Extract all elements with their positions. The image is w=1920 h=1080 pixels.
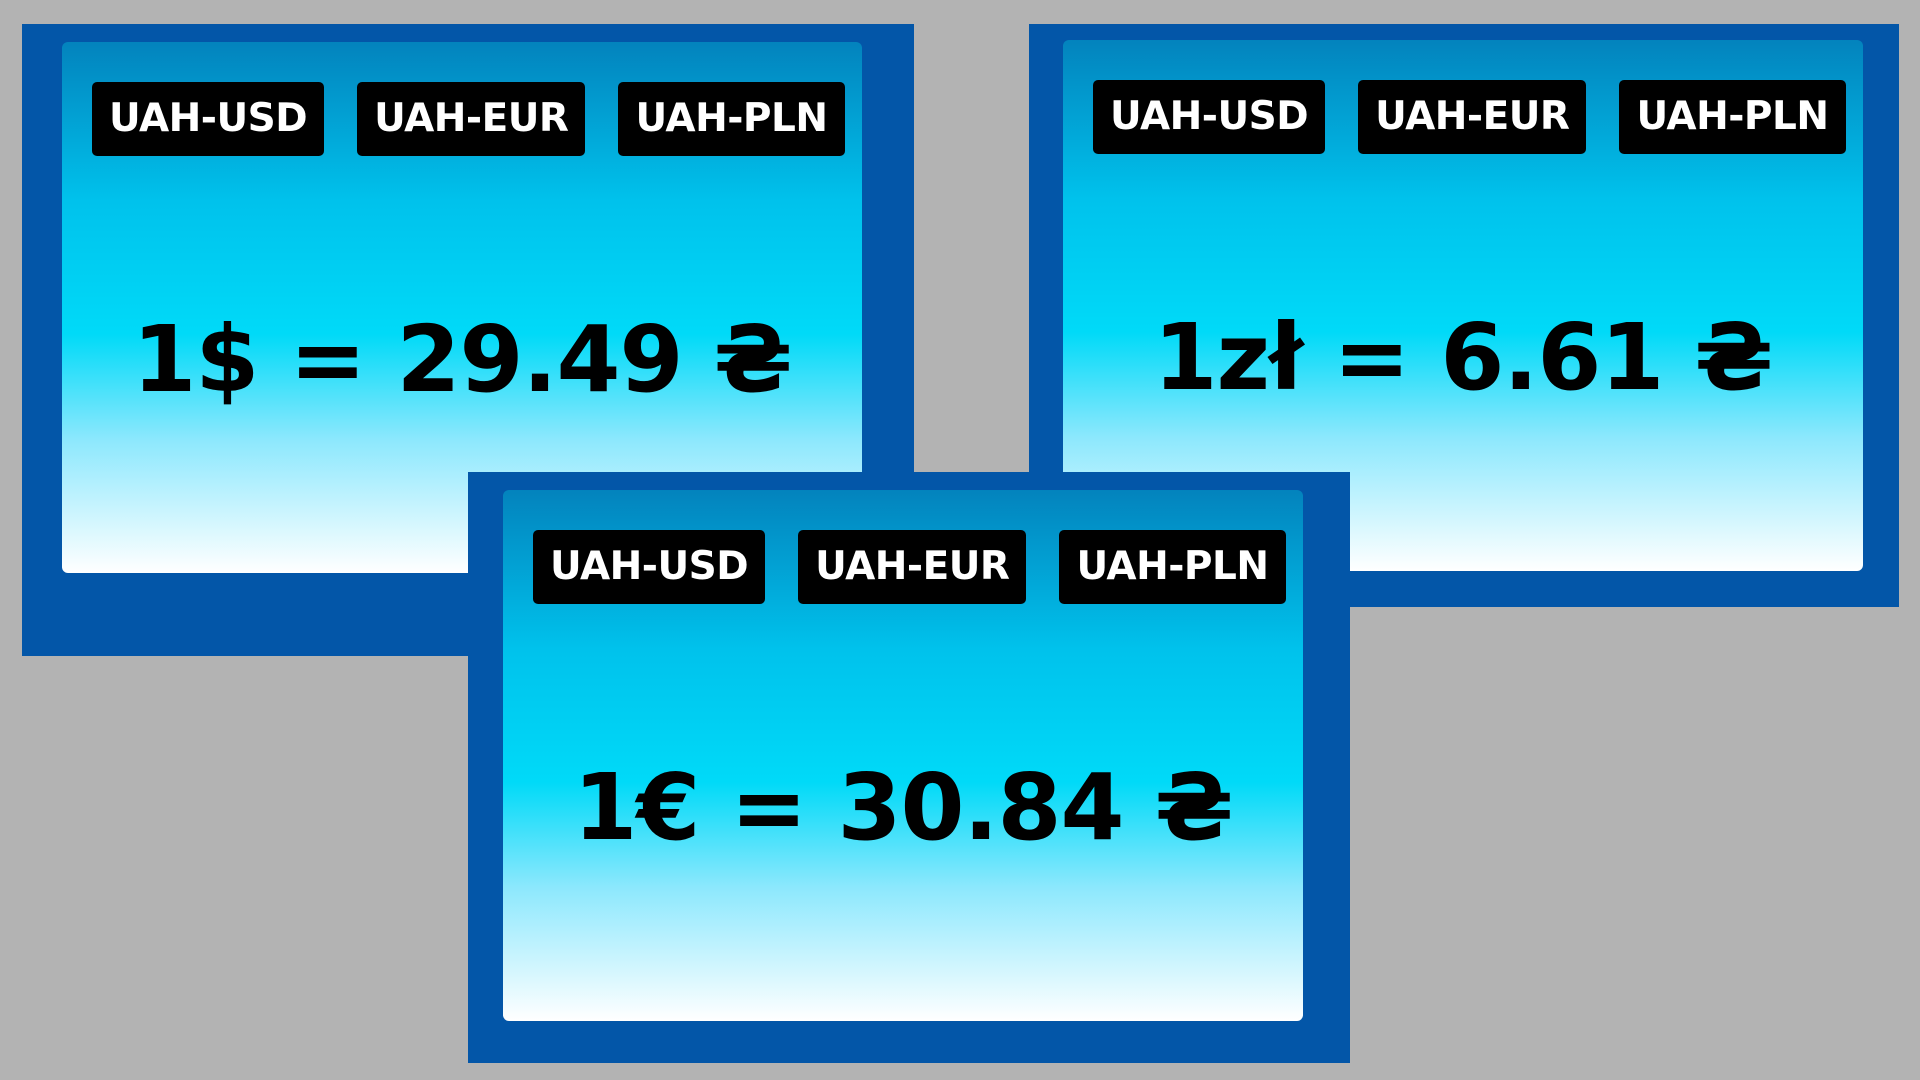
tab-uah-eur[interactable]: UAH-EUR <box>798 530 1027 604</box>
exchange-rate-text: 1€ = 30.84 ₴ <box>573 754 1233 861</box>
exchange-rate-text: 1zł = 6.61 ₴ <box>1153 304 1774 411</box>
tab-uah-usd[interactable]: UAH-USD <box>533 530 766 604</box>
tab-uah-pln[interactable]: UAH-PLN <box>618 82 845 156</box>
exchange-rate-text: 1$ = 29.49 ₴ <box>132 306 792 413</box>
currency-tabs: UAH-USD UAH-EUR UAH-PLN <box>533 530 1286 604</box>
widget-screen: UAH-USD UAH-EUR UAH-PLN 1€ = 30.84 ₴ <box>503 490 1303 1021</box>
currency-tabs: UAH-USD UAH-EUR UAH-PLN <box>1093 80 1846 154</box>
tab-uah-eur[interactable]: UAH-EUR <box>357 82 586 156</box>
tab-uah-eur[interactable]: UAH-EUR <box>1358 80 1587 154</box>
widget-screen: UAH-USD UAH-EUR UAH-PLN 1$ = 29.49 ₴ <box>62 42 862 573</box>
currency-widget-usd: UAH-USD UAH-EUR UAH-PLN 1$ = 29.49 ₴ <box>22 24 914 656</box>
currency-widget-pln: UAH-USD UAH-EUR UAH-PLN 1zł = 6.61 ₴ <box>1029 24 1899 607</box>
tab-uah-usd[interactable]: UAH-USD <box>92 82 325 156</box>
currency-widget-eur: UAH-USD UAH-EUR UAH-PLN 1€ = 30.84 ₴ <box>468 472 1350 1063</box>
tab-uah-usd[interactable]: UAH-USD <box>1093 80 1326 154</box>
currency-tabs: UAH-USD UAH-EUR UAH-PLN <box>92 82 845 156</box>
tab-uah-pln[interactable]: UAH-PLN <box>1619 80 1846 154</box>
tab-uah-pln[interactable]: UAH-PLN <box>1059 530 1286 604</box>
